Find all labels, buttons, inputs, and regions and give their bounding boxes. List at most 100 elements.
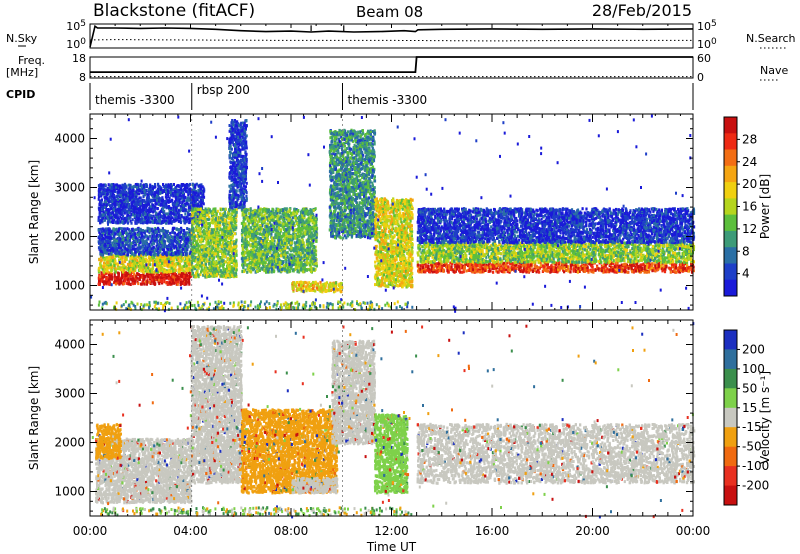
- power-cell: [166, 271, 168, 274]
- noise-right-tick-top: 105: [697, 19, 717, 33]
- noise-left-tick-top: 105: [66, 19, 86, 33]
- station-title: Blackstone (fitACF): [93, 1, 255, 21]
- noise-left-label: N.Sky: [6, 32, 38, 45]
- power-cell: [147, 267, 149, 270]
- power-cell: [149, 258, 151, 261]
- power-cell: [164, 264, 166, 267]
- power-cell: [112, 256, 114, 259]
- power-cell: [159, 259, 161, 262]
- noise-left-tick-bottom: 100: [66, 37, 86, 51]
- power-cell: [183, 275, 185, 278]
- power-cell: [114, 280, 116, 283]
- power-cell: [174, 269, 176, 272]
- noise-panel: N.Sky105100105100 N.Search: [6, 19, 796, 51]
- power-cell: [142, 278, 144, 281]
- power-cell: [99, 263, 101, 266]
- power-cell: [140, 283, 142, 286]
- freq-line: [90, 57, 693, 72]
- power-cell: [108, 252, 110, 255]
- power-cell: [126, 274, 128, 277]
- power-cell: [169, 282, 171, 285]
- power-cell: [154, 282, 156, 285]
- power-cell: [186, 274, 188, 277]
- power-cell: [161, 266, 163, 269]
- power-cell: [109, 256, 111, 259]
- power-cell: [185, 283, 187, 286]
- power-cell: [121, 274, 123, 277]
- cpid-segment-label: themis -3300: [348, 93, 428, 107]
- power-cell: [166, 261, 168, 264]
- power-cell: [125, 256, 127, 259]
- power-cell: [98, 267, 100, 270]
- power-cell: [141, 266, 143, 269]
- power-cell: [160, 279, 162, 282]
- power-cell: [172, 275, 174, 278]
- noise-search-line: [90, 40, 693, 41]
- power-cell: [181, 266, 183, 269]
- freq-tick-top: 18: [72, 52, 86, 65]
- power-cell: [123, 269, 125, 272]
- cpid-segment-label: themis -3300: [95, 93, 175, 107]
- power-cell: [130, 268, 132, 271]
- radar-summary-plot: Blackstone (fitACF) Beam 08 28/Feb/2015 …: [0, 0, 800, 554]
- power-cell: [182, 257, 184, 260]
- power-cell: [121, 268, 123, 271]
- power-cell: [185, 280, 187, 283]
- power-cell: [166, 281, 168, 284]
- power-cell: [142, 257, 144, 260]
- power-cell: [102, 273, 104, 276]
- power-cell: [103, 281, 105, 284]
- freq-tick-bottom: 8: [79, 71, 86, 84]
- date-label: 28/Feb/2015: [592, 1, 692, 20]
- power-cell: [168, 269, 170, 272]
- freq-label-line2: [MHz]: [6, 66, 38, 79]
- power-cell: [184, 262, 186, 265]
- power-cell: [98, 269, 100, 272]
- power-cell: [132, 277, 134, 280]
- power-cell: [117, 267, 119, 270]
- power-cell: [115, 271, 117, 274]
- power-cell: [98, 283, 100, 286]
- plot-canvas: Blackstone (fitACF) Beam 08 28/Feb/2015 …: [0, 0, 800, 554]
- power-cell: [121, 256, 123, 259]
- power-cell: [124, 279, 126, 282]
- beam-label: Beam 08: [356, 3, 423, 21]
- power-cell: [129, 264, 131, 267]
- power-cell: [179, 260, 181, 263]
- power-cell: [146, 280, 148, 283]
- power-cell: [148, 281, 150, 284]
- cpid-segment-label: rbsp 200: [197, 83, 250, 97]
- power-cell: [118, 272, 120, 275]
- power-cell: [146, 270, 148, 273]
- power-cell: [151, 270, 153, 273]
- power-cell: [141, 275, 143, 278]
- power-cell: [139, 275, 141, 278]
- power-cell: [111, 276, 113, 279]
- power-cell: [107, 261, 109, 264]
- power-cell: [132, 282, 134, 285]
- power-cell: [116, 279, 118, 282]
- power-cell: [172, 257, 174, 260]
- cpid-panel: CPID themis -3300rbsp 200themis -3300: [6, 83, 693, 110]
- power-cell: [114, 275, 116, 278]
- noise-sky-line: [90, 26, 693, 47]
- power-cell: [128, 283, 130, 286]
- power-cell: [175, 278, 177, 281]
- power-cell: [178, 270, 180, 273]
- power-cell: [167, 264, 169, 267]
- power-cell: [173, 282, 175, 285]
- power-cell: [157, 265, 159, 268]
- power-cell: [136, 259, 138, 262]
- power-cell: [163, 278, 165, 281]
- nave-label: Nave: [760, 64, 788, 77]
- power-cell: [103, 266, 105, 269]
- freq-frame: [90, 57, 693, 78]
- power-cell: [142, 263, 144, 266]
- power-cell: [126, 268, 128, 271]
- noise-right-tick-bottom: 100: [697, 37, 717, 51]
- power-cell: [153, 280, 155, 283]
- power-cell: [156, 261, 158, 264]
- power-cell: [183, 282, 185, 285]
- power-cell: [139, 258, 141, 261]
